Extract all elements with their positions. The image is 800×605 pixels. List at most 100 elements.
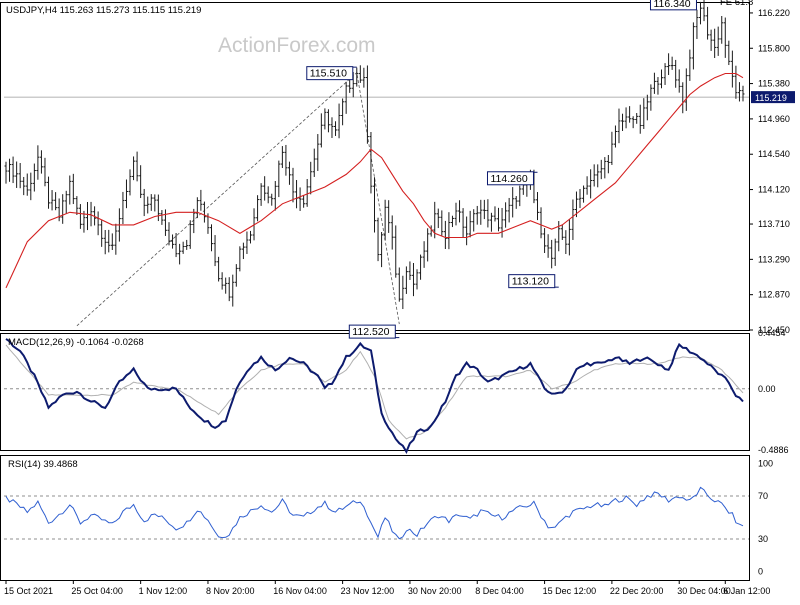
price-bar: [695, 9, 699, 39]
rsi-panel: [0, 455, 750, 581]
price-bar: [192, 208, 196, 234]
price-bar: [475, 205, 479, 225]
price-bar: [578, 188, 582, 209]
price-bar: [132, 156, 136, 181]
price-bar: [514, 196, 518, 209]
price-bar: [259, 183, 263, 206]
rsi-line: [5, 486, 744, 540]
price-bar: [730, 50, 734, 88]
price-bar: [383, 199, 387, 241]
price-bar: [606, 155, 610, 174]
price-bar: [713, 28, 717, 58]
price-bar: [539, 207, 543, 239]
price-bar: [323, 108, 327, 130]
price-bar: [415, 269, 419, 290]
price-bar: [642, 98, 646, 129]
x-tick-label: 16 Nov 04:00: [273, 586, 327, 596]
price-bar: [149, 194, 153, 211]
macd-signal-line: [5, 344, 744, 440]
price-bar: [213, 235, 217, 267]
price-bar: [280, 146, 284, 169]
price-bar: [326, 109, 330, 133]
price-label-box: [348, 324, 396, 339]
macd-tick-label: 0.00: [758, 384, 776, 394]
price-bar: [709, 29, 713, 51]
rsi-title: RSI(14) 39.4868: [8, 459, 78, 470]
price-bar: [684, 68, 688, 111]
price-bar: [553, 238, 557, 266]
price-bar: [54, 192, 58, 211]
price-bar: [107, 229, 111, 253]
price-bar: [479, 199, 483, 225]
price-bar: [419, 254, 423, 280]
price-bar: [330, 117, 334, 138]
rsi-tick-label: 100: [758, 459, 773, 469]
price-bar: [22, 176, 26, 196]
price-bar: [741, 85, 745, 102]
moving-average-line: [5, 72, 744, 289]
price-bar: [188, 220, 192, 249]
x-tick-label: 6 Jan 12:00: [723, 586, 770, 596]
price-bar: [727, 40, 731, 66]
price-bar: [468, 210, 472, 238]
price-bar: [550, 239, 554, 269]
price-bar: [270, 193, 274, 206]
price-bar: [341, 98, 345, 126]
price-bar: [667, 53, 671, 75]
price-bar: [4, 161, 8, 184]
price-bar: [681, 82, 685, 114]
price-bar: [64, 190, 68, 214]
rsi-tick-label: 0: [758, 566, 763, 576]
price-tick-label: 113.290: [758, 254, 790, 264]
price-bar: [39, 150, 43, 174]
price-bar: [404, 266, 408, 294]
price-bar: [277, 160, 281, 198]
price-bar: [486, 199, 490, 228]
price-bar: [408, 261, 412, 280]
price-bar: [43, 157, 47, 187]
price-bar: [511, 187, 515, 218]
price-bar: [500, 207, 504, 238]
price-bar: [302, 195, 306, 208]
price-bar: [309, 161, 313, 195]
x-tick-label: 23 Nov 12:00: [341, 586, 395, 596]
macd-tick-label: 0.4454: [758, 328, 786, 338]
price-bar: [411, 262, 415, 297]
price-bar: [440, 210, 444, 236]
price-bar: [344, 81, 348, 114]
price-bar: [567, 219, 571, 256]
price-bar: [199, 189, 203, 211]
price-bar: [202, 201, 206, 223]
price-bar: [227, 277, 231, 302]
price-bar: [543, 228, 547, 254]
price-bar: [624, 107, 628, 129]
price-bar: [422, 241, 426, 268]
price-bar: [163, 209, 167, 236]
price-bar: [387, 200, 391, 233]
macd-tick-label: -0.4886: [758, 445, 789, 455]
price-bar: [337, 103, 341, 139]
price-bar: [380, 232, 384, 268]
price-bar: [75, 196, 79, 215]
rsi-tick-label: 30: [758, 534, 768, 544]
price-bar: [181, 241, 185, 254]
symbol-info: USDJPY,H4 115.263 115.273 115.115 115.21…: [6, 5, 201, 16]
projection-line: [76, 71, 400, 327]
price-bar: [450, 215, 454, 228]
price-bar: [518, 185, 522, 207]
x-tick-label: 8 Nov 20:00: [206, 586, 255, 596]
price-bar: [68, 175, 72, 205]
price-bar: [458, 200, 462, 223]
price-bar: [298, 187, 302, 211]
price-bar: [71, 173, 75, 205]
price-bar: [139, 165, 143, 199]
price-bar: [582, 185, 586, 203]
price-bar: [135, 151, 139, 182]
fe-label: FE 61.8: [720, 0, 753, 8]
price-bar: [100, 220, 104, 247]
price-bar: [631, 116, 635, 129]
price-bar: [670, 56, 674, 70]
price-bar: [369, 131, 373, 194]
